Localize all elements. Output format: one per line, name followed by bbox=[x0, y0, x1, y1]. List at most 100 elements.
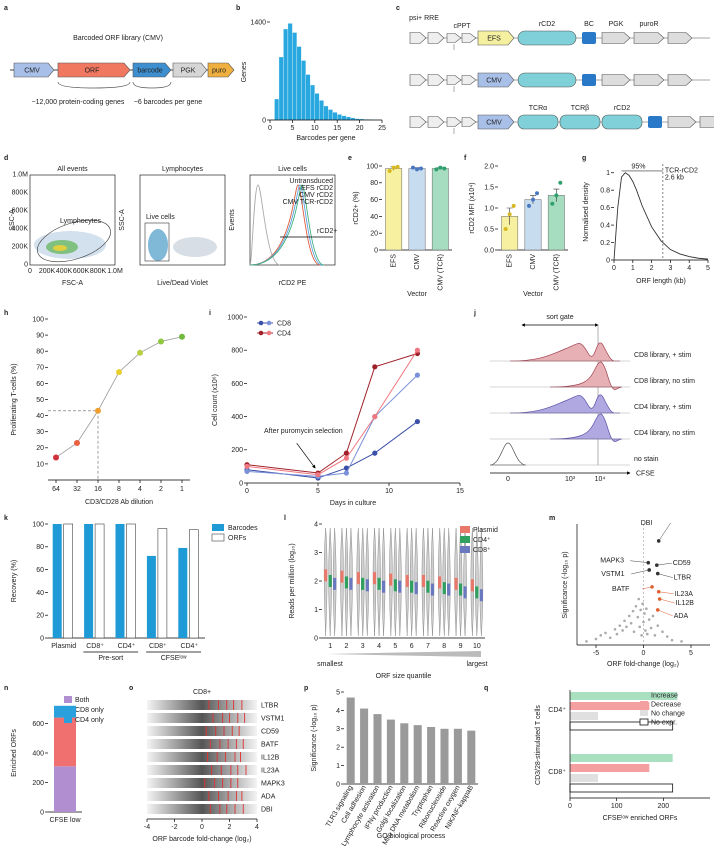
gene-label: LTBR bbox=[261, 703, 278, 710]
bar bbox=[157, 528, 168, 639]
barcode-strip bbox=[147, 700, 257, 710]
y-tick-label: 0.4 bbox=[600, 222, 610, 229]
gene-label: BATF bbox=[261, 742, 278, 749]
x-axis-label: Days in culture bbox=[330, 500, 376, 507]
median-box bbox=[349, 577, 353, 590]
panel: c EFS CMV CMV psi+ RRE cPPT rCD2 BC PGK puroR TCRα… bbox=[396, 5, 714, 134]
point bbox=[613, 627, 617, 631]
gate-label: sort gate bbox=[546, 314, 573, 321]
point bbox=[585, 640, 588, 643]
bar bbox=[346, 116, 351, 121]
gate-label: rCD2+ bbox=[317, 228, 337, 235]
panel-letter: q bbox=[484, 685, 488, 692]
x-tick-label: 0 bbox=[245, 488, 249, 495]
legend-entry: CD4⁺ bbox=[473, 537, 491, 544]
point bbox=[653, 634, 657, 637]
point bbox=[651, 614, 655, 618]
point bbox=[372, 414, 378, 420]
legend-dot bbox=[258, 320, 264, 326]
bar bbox=[570, 712, 598, 720]
bar-segment bbox=[54, 717, 76, 767]
x-tick-label: EFS bbox=[391, 254, 398, 268]
y-tick-label: 0 bbox=[262, 117, 266, 124]
gene-label: CD59 bbox=[261, 729, 279, 736]
y-tick-label: 60 bbox=[36, 381, 44, 388]
panel-letter: i bbox=[209, 310, 211, 317]
point bbox=[511, 203, 516, 208]
point bbox=[629, 621, 633, 625]
violin bbox=[475, 527, 479, 637]
x-tick-label: 10³ bbox=[565, 476, 576, 483]
legend-swatch bbox=[64, 716, 72, 723]
annotation: After puromycin selection bbox=[264, 428, 343, 435]
x-tick-label: CMV bbox=[530, 254, 537, 270]
gene-label: VSTM1 bbox=[601, 571, 624, 578]
panel: e 0 20 40 60 80 100 EFS CMV CMV (TCR) Vector rCD2+ … bbox=[348, 155, 452, 298]
bar bbox=[346, 697, 355, 784]
x-tick-label: 2 bbox=[159, 486, 163, 493]
bar bbox=[524, 199, 542, 251]
point bbox=[343, 455, 349, 461]
point bbox=[625, 625, 628, 629]
arrow bbox=[296, 442, 316, 469]
gene-label: LTBR bbox=[674, 575, 691, 582]
y-tick-label: 800 bbox=[231, 348, 243, 355]
ltr bbox=[427, 116, 445, 128]
point bbox=[618, 624, 622, 627]
gene-point bbox=[655, 571, 660, 576]
bar bbox=[467, 730, 476, 784]
median-box bbox=[398, 580, 402, 593]
x-tick-label: 5 bbox=[290, 125, 294, 132]
panel-letter: o bbox=[129, 685, 133, 692]
element-label: puro bbox=[212, 68, 226, 75]
bar-segment bbox=[54, 766, 76, 812]
point bbox=[116, 369, 122, 376]
y-tick-label: 400 bbox=[32, 750, 44, 757]
panel-letter: b bbox=[236, 5, 240, 12]
element-label: PGK bbox=[181, 68, 196, 75]
y-tick-label: 200K bbox=[12, 244, 29, 251]
bar bbox=[408, 168, 426, 251]
point bbox=[638, 625, 641, 629]
puro bbox=[633, 74, 665, 86]
barcode-strip bbox=[147, 791, 257, 801]
y-tick-label: 0 bbox=[40, 635, 44, 642]
promoter bbox=[477, 72, 515, 88]
annotation: 95% bbox=[631, 163, 645, 170]
violin bbox=[458, 527, 463, 637]
panel: a Barcoded ORF library (CMV) CMV ORF barcode… bbox=[4, 5, 235, 106]
element bbox=[446, 33, 462, 43]
bar bbox=[296, 46, 302, 121]
point bbox=[438, 165, 443, 170]
barcode-strip bbox=[147, 739, 257, 749]
panel-letter: c bbox=[396, 5, 400, 12]
row-label: CD4 library, no stim bbox=[634, 430, 695, 437]
point bbox=[137, 349, 143, 356]
legend-entry: ORFs bbox=[228, 535, 247, 542]
legend-entry: CD8⁺ bbox=[473, 547, 491, 554]
point bbox=[631, 609, 635, 613]
row-label: CD8 library, no stim bbox=[634, 378, 695, 385]
barcode-strip bbox=[147, 752, 257, 762]
element bbox=[207, 62, 235, 78]
point bbox=[343, 470, 349, 476]
point bbox=[634, 604, 638, 608]
element bbox=[461, 33, 477, 43]
feature-label: cPPT bbox=[453, 23, 471, 30]
group-label: Pre-sort bbox=[98, 655, 123, 662]
end-label: largest bbox=[466, 661, 487, 668]
promoter-label: CMV bbox=[486, 78, 502, 85]
x-tick-label: 4 bbox=[255, 824, 259, 831]
gate-label: Live cells bbox=[146, 214, 175, 221]
point bbox=[387, 169, 392, 174]
bar bbox=[337, 114, 342, 121]
point bbox=[415, 167, 419, 172]
panel-letter: g bbox=[582, 155, 586, 162]
point bbox=[641, 602, 644, 606]
y-axis-label: Proliferating T-cells (%) bbox=[11, 363, 18, 435]
violin bbox=[479, 527, 484, 637]
point bbox=[656, 624, 660, 627]
error-bar bbox=[506, 207, 513, 225]
point bbox=[637, 597, 641, 601]
legend-swatch bbox=[460, 546, 470, 553]
